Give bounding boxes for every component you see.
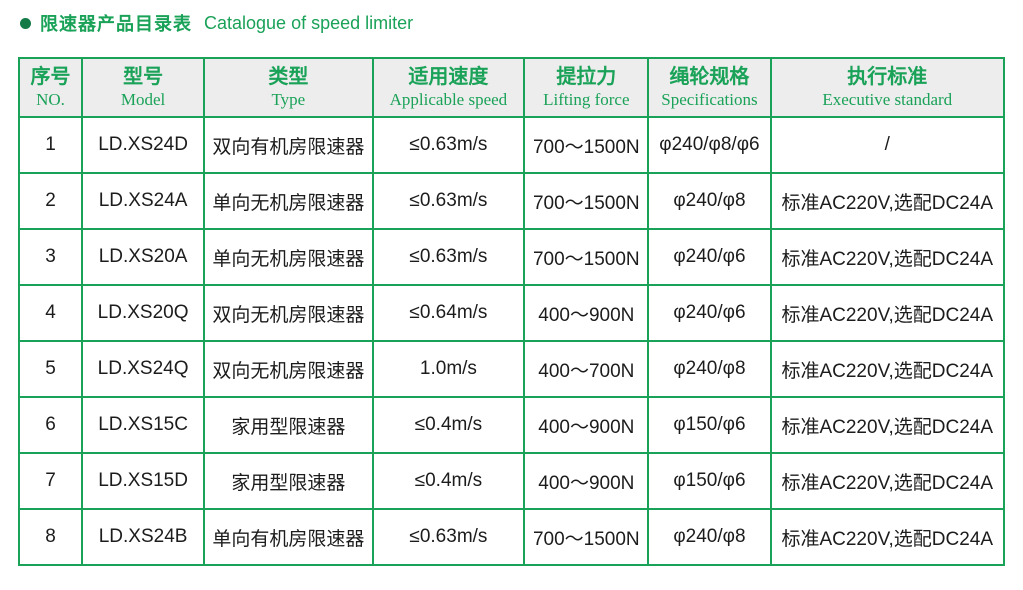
table-cell: LD.XS15C: [81, 396, 206, 454]
table-cell: ≤0.63m/s: [371, 228, 526, 286]
table-row: 3 LD.XS20A 单向无机房限速器 ≤0.63m/s 700～1500N φ240/φ…: [17, 228, 1005, 286]
column-header-zh: 提拉力: [556, 65, 617, 88]
table-cell: 1.0m/s: [371, 340, 526, 398]
table-cell: LD.XS24D: [81, 116, 206, 174]
column-header-en: Executive standard: [822, 89, 953, 109]
table-cell: 1: [17, 116, 84, 174]
column-header-en: NO.: [36, 89, 65, 109]
column-header-executive-standard: 执行标准 Executive standard: [769, 57, 1005, 118]
page-title: 限速器产品目录表 Catalogue of speed limiter: [20, 10, 413, 36]
column-header-zh: 绳轮规格: [669, 65, 750, 88]
table-cell: 标准AC220V,选配DC24A: [769, 340, 1005, 398]
table-cell: LD.XS20A: [81, 228, 206, 286]
column-header-no: 序号 NO.: [17, 57, 84, 118]
table-cell: ≤0.63m/s: [371, 116, 526, 174]
table-cell: φ150/φ6: [647, 396, 772, 454]
table-cell: φ240/φ8: [647, 172, 772, 230]
table-cell: 家用型限速器: [203, 396, 374, 454]
table-row: 4 LD.XS20Q 双向无机房限速器 ≤0.64m/s 400～900N φ240/φ6…: [17, 284, 1005, 342]
table-cell: 家用型限速器: [203, 452, 374, 510]
table-cell: 标准AC220V,选配DC24A: [769, 284, 1005, 342]
column-header-en: Applicable speed: [389, 89, 508, 109]
column-header-en: Model: [120, 89, 166, 109]
table-row: 1 LD.XS24D 双向有机房限速器 ≤0.63m/s 700～1500N φ240/φ…: [17, 116, 1005, 174]
table-cell: LD.XS24Q: [81, 340, 206, 398]
bullet-icon: [20, 17, 31, 29]
table-cell: ≤0.63m/s: [371, 508, 526, 566]
table-cell: ≤0.63m/s: [371, 172, 526, 230]
table-cell: φ240/φ8: [647, 340, 772, 398]
table-row: 6 LD.XS15C 家用型限速器 ≤0.4m/s 400～900N φ150/φ6 标准A…: [17, 396, 1005, 454]
column-header-model: 型号 Model: [81, 57, 206, 118]
table-cell: 6: [17, 396, 84, 454]
table-row: 2 LD.XS24A 单向无机房限速器 ≤0.63m/s 700～1500N φ240/φ…: [17, 172, 1005, 230]
column-header-en: Lifting force: [543, 89, 630, 109]
column-header-type: 类型 Type: [203, 57, 374, 118]
table-cell: 400～900N: [523, 396, 650, 454]
table-cell: 700～1500N: [523, 172, 650, 230]
table-cell: φ240/φ6: [647, 228, 772, 286]
table-cell: 单向无机房限速器: [203, 228, 374, 286]
table-cell: 标准AC220V,选配DC24A: [769, 396, 1005, 454]
table-cell: 700～1500N: [523, 228, 650, 286]
column-header-zh: 执行标准: [847, 65, 928, 88]
table-cell: LD.XS24A: [81, 172, 206, 230]
table-body: 1 LD.XS24D 双向有机房限速器 ≤0.63m/s 700～1500N φ240/φ…: [17, 116, 1005, 566]
column-header-zh: 型号: [123, 65, 164, 88]
table-cell: 单向无机房限速器: [203, 172, 374, 230]
table-row: 7 LD.XS15D 家用型限速器 ≤0.4m/s 400～900N φ150/φ6 标准A…: [17, 452, 1005, 510]
table-cell: 3: [17, 228, 84, 286]
column-header-lifting-force: 提拉力 Lifting force: [523, 57, 650, 118]
table-cell: 标准AC220V,选配DC24A: [769, 452, 1005, 510]
table-cell: 700～1500N: [523, 508, 650, 566]
table-cell: φ240/φ8/φ6: [647, 116, 772, 174]
table-cell: 4: [17, 284, 84, 342]
table-cell: LD.XS24B: [81, 508, 206, 566]
table-cell: 双向有机房限速器: [203, 116, 374, 174]
column-header-applicable-speed: 适用速度 Applicable speed: [371, 57, 526, 118]
column-header-zh: 类型: [268, 65, 309, 88]
table-cell: 双向无机房限速器: [203, 340, 374, 398]
table-cell: LD.XS20Q: [81, 284, 206, 342]
table-cell: 7: [17, 452, 84, 510]
table-cell: LD.XS15D: [81, 452, 206, 510]
table-cell: ≤0.4m/s: [371, 452, 526, 510]
table-row: 8 LD.XS24B 单向有机房限速器 ≤0.63m/s 700～1500N φ240/φ…: [17, 508, 1005, 566]
table-cell: φ150/φ6: [647, 452, 772, 510]
page-title-en: Catalogue of speed limiter: [204, 12, 414, 33]
column-header-zh: 适用速度: [408, 65, 489, 88]
table-cell: 标准AC220V,选配DC24A: [769, 172, 1005, 230]
column-header-en: Type: [271, 89, 306, 109]
table-cell: 8: [17, 508, 84, 566]
table-cell: ≤0.4m/s: [371, 396, 526, 454]
column-header-en: Specifications: [661, 89, 758, 109]
table-cell: 标准AC220V,选配DC24A: [769, 228, 1005, 286]
table-cell: 标准AC220V,选配DC24A: [769, 508, 1005, 566]
table-header-row: 序号 NO. 型号 Model 类型 Type 适用速度 Applicable …: [17, 57, 1005, 118]
table-cell: φ240/φ6: [647, 284, 772, 342]
table-row: 5 LD.XS24Q 双向无机房限速器 1.0m/s 400～700N φ240/φ8 标准…: [17, 340, 1005, 398]
table-cell: 2: [17, 172, 84, 230]
table-cell: φ240/φ8: [647, 508, 772, 566]
table-cell: 双向无机房限速器: [203, 284, 374, 342]
column-header-specifications: 绳轮规格 Specifications: [647, 57, 772, 118]
table-cell: 单向有机房限速器: [203, 508, 374, 566]
table-cell: 5: [17, 340, 84, 398]
column-header-zh: 序号: [30, 65, 71, 88]
table-cell: 400～900N: [523, 284, 650, 342]
table-cell: ≤0.64m/s: [371, 284, 526, 342]
table-cell: 400～900N: [523, 452, 650, 510]
table-cell: /: [769, 116, 1005, 174]
table-cell: 700～1500N: [523, 116, 650, 174]
table-cell: 400～700N: [523, 340, 650, 398]
speed-limiter-table: 序号 NO. 型号 Model 类型 Type 适用速度 Applicable …: [17, 57, 1005, 566]
page-title-zh: 限速器产品目录表: [40, 14, 192, 34]
